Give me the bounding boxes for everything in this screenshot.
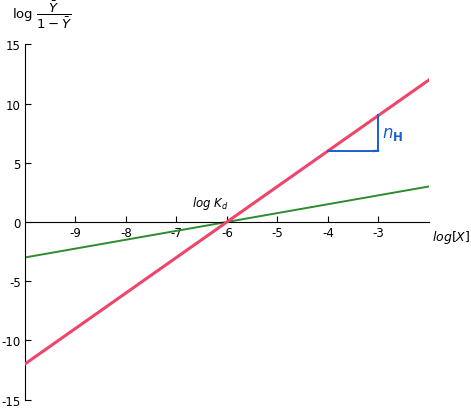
Text: log$[X]$: log$[X]$ (431, 228, 470, 245)
Text: $n_{\mathbf{H}}$: $n_{\mathbf{H}}$ (382, 125, 403, 143)
Text: log $\dfrac{\bar{Y}}{1-\bar{Y}}$: log $\dfrac{\bar{Y}}{1-\bar{Y}}$ (12, 0, 72, 31)
Text: log $K_d$: log $K_d$ (192, 195, 228, 212)
